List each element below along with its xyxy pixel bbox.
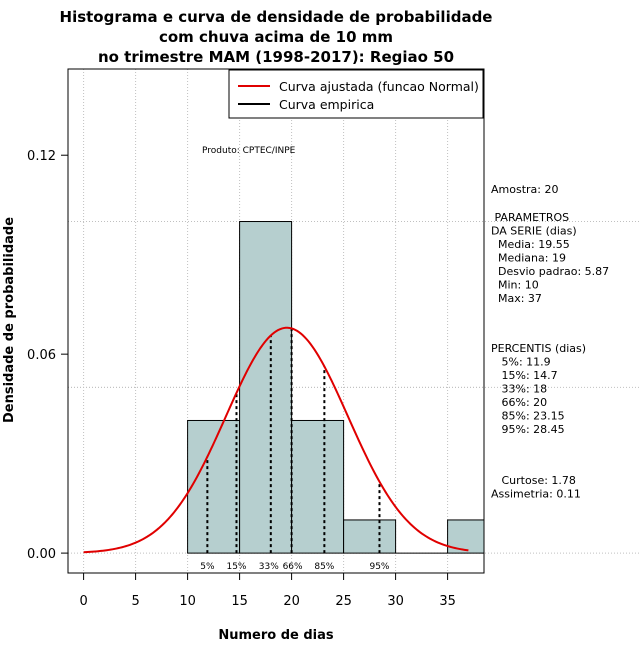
percentile-label: 33% xyxy=(259,562,279,572)
histogram-bar xyxy=(187,419,241,554)
percentile-stat-line: 95%: 28.45 xyxy=(491,423,565,436)
percentile-lines: 5% 15% 33% 66% 85% 95% xyxy=(200,328,390,572)
y-tick-label: 0.00 xyxy=(27,547,56,562)
product-annotation: Produto: CPTEC/INPE xyxy=(202,146,296,156)
shape-stat-line: Assimetria: 0.11 xyxy=(491,488,581,501)
parameter-line: Min: 10 xyxy=(491,279,539,292)
percentile-label: 66% xyxy=(283,562,303,572)
percentile-stat-line: 15%: 14.7 xyxy=(491,369,558,382)
x-tick-label: 15 xyxy=(231,594,248,609)
y-axis-title: Densidade de probabilidade xyxy=(2,217,17,423)
percentile-stat-line: 66%: 20 xyxy=(491,396,547,409)
chart-title-line: com chuva acima de 10 mm xyxy=(159,28,393,46)
percentile-label: 95% xyxy=(369,562,389,572)
x-tick-label: 10 xyxy=(179,594,196,609)
legend-label-fitted: Curva ajustada (funcao Normal) xyxy=(279,79,479,94)
parameter-line: DA SERIE (dias) xyxy=(491,225,577,238)
y-tick-label: 0.06 xyxy=(27,348,56,363)
x-tick-label: 30 xyxy=(387,594,404,609)
x-tick-label: 20 xyxy=(283,594,300,609)
histogram-bar xyxy=(291,419,345,554)
percentile-stat-line: 85%: 23.15 xyxy=(491,410,565,423)
y-tick-label: 0.12 xyxy=(27,149,56,164)
legend: Curva ajustada (funcao Normal) Curva emp… xyxy=(228,69,484,119)
parameter-line: PARAMETROS xyxy=(491,211,569,224)
x-axis-title: Numero de dias xyxy=(218,628,334,643)
legend-label-empirical: Curva empirica xyxy=(279,97,374,112)
parameter-line: Desvio padrao: 5.87 xyxy=(491,265,609,278)
percentile-label: 85% xyxy=(314,562,334,572)
histogram-bar xyxy=(343,519,397,554)
legend-box xyxy=(228,69,484,119)
percentile-label: 15% xyxy=(226,562,246,572)
percentile-stat-line: PERCENTIS (dias) xyxy=(491,342,586,355)
parameter-line: Max: 37 xyxy=(491,292,542,305)
chart-title: Histograma e curva de densidade de proba… xyxy=(60,8,493,66)
x-tick-label: 25 xyxy=(335,594,352,609)
parameter-line: Media: 19.55 xyxy=(491,238,570,251)
curves xyxy=(83,326,469,554)
sample-size: Amostra: 20 xyxy=(491,183,558,196)
shape-stat-line: Curtose: 1.78 xyxy=(491,474,576,487)
percentile-stat-line: 5%: 11.9 xyxy=(491,356,551,369)
x-axis: 0 5 10 15 20 25 30 35 xyxy=(79,572,456,609)
histogram-bars xyxy=(187,221,485,554)
x-tick-label: 5 xyxy=(131,594,139,609)
fitted-normal-curve xyxy=(83,326,469,554)
y-axis: 0.00 0.06 0.12 xyxy=(27,149,69,562)
parameter-line: Mediana: 19 xyxy=(491,252,566,265)
chart-title-line: Histograma e curva de densidade de proba… xyxy=(60,8,493,26)
x-tick-label: 35 xyxy=(439,594,456,609)
histogram-bar xyxy=(239,221,293,554)
percentile-stat-line: 33%: 18 xyxy=(491,383,547,396)
x-tick-label: 0 xyxy=(79,594,87,609)
chart-title-line: no trimestre MAM (1998-2017): Regiao 50 xyxy=(98,48,454,66)
percentile-label: 5% xyxy=(200,562,215,572)
